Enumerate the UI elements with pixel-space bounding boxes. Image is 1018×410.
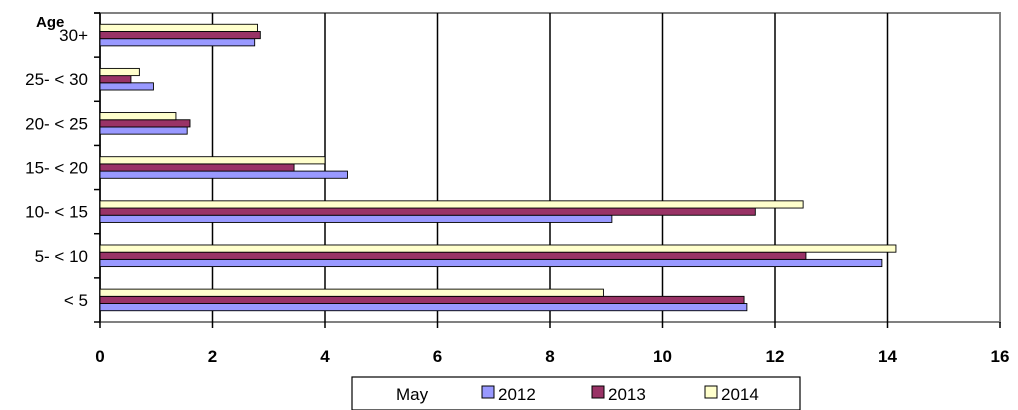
x-tick-label: 8 bbox=[545, 347, 554, 366]
bar-2013-20-25 bbox=[99, 119, 191, 128]
bar-2014-10-15 bbox=[99, 200, 804, 209]
x-tick-label: 16 bbox=[991, 347, 1010, 366]
legend-swatch-2012 bbox=[481, 385, 495, 399]
bar-2012-25-30 bbox=[99, 82, 154, 91]
y-tick-label: < 5 bbox=[64, 291, 88, 310]
y-tick-label: 10- < 15 bbox=[25, 203, 88, 222]
bar-2012-10-15 bbox=[99, 214, 613, 223]
bar-2014-25-30 bbox=[99, 67, 140, 77]
bar-2014-15-20 bbox=[99, 156, 326, 165]
x-tick-label: 14 bbox=[878, 347, 897, 366]
legend-swatch-2013 bbox=[591, 385, 605, 399]
x-tick-label: 6 bbox=[433, 347, 442, 366]
bar-2013-10-15 bbox=[99, 207, 756, 216]
legend: May 2012 2013 2014 bbox=[351, 376, 801, 410]
bar-2013-15-20 bbox=[99, 163, 295, 172]
x-tick-label: 4 bbox=[320, 347, 330, 366]
x-tick-label: 2 bbox=[208, 347, 217, 366]
y-tick-label: 25- < 30 bbox=[25, 70, 88, 89]
x-tick-label: 12 bbox=[766, 347, 785, 366]
legend-label-2012: 2012 bbox=[498, 385, 536, 404]
y-axis-title: Age bbox=[36, 14, 64, 31]
y-tick-label: 5- < 10 bbox=[35, 247, 88, 266]
x-tick-label: 0 bbox=[95, 347, 104, 366]
bar-2014-20-25 bbox=[99, 112, 177, 121]
bar-2014-30- bbox=[99, 23, 258, 32]
bar-2014--5 bbox=[99, 288, 604, 297]
bar-2012-15-20 bbox=[99, 170, 348, 179]
legend-swatch-2014 bbox=[704, 385, 718, 399]
bar-2012-30- bbox=[99, 38, 256, 47]
y-tick-label: 15- < 20 bbox=[25, 159, 88, 178]
bar-2013-25-30 bbox=[99, 75, 132, 84]
bar-2013--5 bbox=[99, 295, 745, 304]
legend-title: May bbox=[396, 385, 429, 404]
bar-2014-5-10 bbox=[99, 244, 897, 253]
legend-label-2013: 2013 bbox=[608, 385, 646, 404]
bar-2013-30- bbox=[99, 31, 261, 40]
bar-2013-5-10 bbox=[99, 251, 807, 260]
legend-box bbox=[351, 376, 801, 410]
y-tick-label: 20- < 25 bbox=[25, 114, 88, 133]
bar-2012-20-25 bbox=[99, 126, 188, 135]
bar-2012-5-10 bbox=[99, 258, 883, 268]
legend-label-2014: 2014 bbox=[721, 385, 759, 404]
x-tick-label: 10 bbox=[653, 347, 672, 366]
plot-area: < 5 5- < 10 10- < 15 15- < 20 20- < 25 25- < … bbox=[25, 12, 1010, 366]
y-tick-label: 30+ bbox=[59, 26, 88, 45]
bar-2012--5 bbox=[99, 303, 748, 312]
